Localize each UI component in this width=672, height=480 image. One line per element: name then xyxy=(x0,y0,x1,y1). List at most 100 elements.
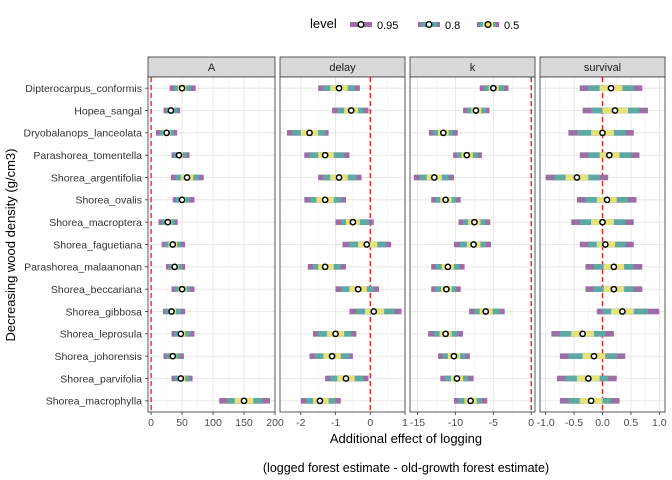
panel-border xyxy=(409,76,536,413)
median-point xyxy=(328,352,336,360)
median-point xyxy=(335,84,343,92)
median-point xyxy=(470,241,477,248)
legend-key-point xyxy=(357,21,365,28)
interval-Dipterocarpus_conformis xyxy=(169,84,196,92)
median-point xyxy=(178,196,186,204)
median-point xyxy=(177,330,185,338)
y-tick-label: Shorea_gibbosa xyxy=(66,306,143,318)
interval-Dipterocarpus_conformis xyxy=(579,84,643,92)
interval-Shorea_beccariana xyxy=(431,285,461,293)
x-axis-title: Additional effect of logging xyxy=(330,431,482,446)
interval-Shorea_macroptera xyxy=(158,218,178,226)
interval-Shorea_ovalis xyxy=(172,196,195,204)
median-point xyxy=(430,174,438,181)
y-axis-title: Decreasing wood density (g/cm3) xyxy=(3,149,18,342)
x-tick-label: 100 xyxy=(204,417,222,429)
median-point xyxy=(347,107,355,114)
interval-Shorea_argentifolia xyxy=(413,174,454,181)
median-point xyxy=(171,263,178,271)
interval-Shorea_beccariana xyxy=(171,285,195,293)
median-point xyxy=(306,129,313,137)
legend-entry-0.8: 0.8 xyxy=(418,20,460,32)
median-point xyxy=(599,129,606,137)
interval-Hopea_sangal xyxy=(582,107,648,114)
y-tick-label: Parashorea_malaanonan xyxy=(24,262,142,274)
interval-Shorea_leprosula xyxy=(171,330,195,338)
interval-Shorea_gibbosa xyxy=(469,308,505,315)
interval-Parashorea_malaanonan xyxy=(165,263,186,271)
panel-k: k -15 -10 -5 0 xyxy=(409,56,536,429)
y-tick-label: Shorea_ovalis xyxy=(75,195,142,207)
interval-Shorea_argentifolia xyxy=(545,174,609,181)
median-point xyxy=(163,129,170,137)
y-tick-label: Dryobalanops_lanceolata xyxy=(24,128,143,140)
median-point xyxy=(443,285,450,293)
median-point xyxy=(321,151,329,159)
interval-Shorea_johorensis xyxy=(309,352,353,360)
y-tick-label: Shorea_leprosula xyxy=(60,329,142,341)
median-point xyxy=(472,107,480,114)
median-point xyxy=(354,285,362,293)
median-point xyxy=(316,397,324,405)
median-point xyxy=(601,241,609,248)
x-tick-label: 200 xyxy=(266,417,284,429)
facet-strip-label: delay xyxy=(329,62,356,74)
y-tick-label: Shorea_argentifolia xyxy=(51,172,142,184)
interval-Shorea_johorensis xyxy=(559,352,626,360)
x-tick-label: 0 xyxy=(148,417,154,429)
interval-Shorea_beccariana xyxy=(335,285,379,293)
median-point xyxy=(619,308,626,315)
median-point xyxy=(607,84,615,92)
median-point xyxy=(178,285,186,293)
interval-Dryobalanops_lanceolata xyxy=(286,129,329,137)
median-point xyxy=(167,107,175,114)
median-point xyxy=(453,375,461,382)
interval-Shorea_macrophylla xyxy=(559,397,620,405)
interval-Shorea_macroptera xyxy=(458,218,491,226)
interval-Parashorea_malaanonan xyxy=(307,263,346,271)
y-tick-label: Shorea_faguetiana xyxy=(53,239,142,251)
median-point xyxy=(450,352,458,360)
y-tick-label: Dipterocarpus_conformis xyxy=(25,83,142,95)
legend: level 0.95 0.8 0.5 xyxy=(310,16,519,32)
interval-Shorea_argentifolia xyxy=(318,174,362,181)
median-point xyxy=(463,151,471,159)
facet-strip-label: survival xyxy=(584,62,621,74)
interval-Shorea_faguetiana xyxy=(579,241,634,248)
median-point xyxy=(603,196,611,204)
median-point xyxy=(370,308,378,315)
interval-Parashorea_malaanonan xyxy=(431,263,465,271)
legend-label: 0.8 xyxy=(445,20,460,32)
median-point xyxy=(467,397,474,405)
interval-Dryobalanops_lanceolata xyxy=(156,129,178,137)
interval-Dryobalanops_lanceolata xyxy=(568,129,634,137)
median-point xyxy=(482,308,490,315)
y-tick-label: Hopea_sangal xyxy=(74,105,142,117)
interval-Hopea_sangal xyxy=(463,107,490,114)
x-tick-label: 150 xyxy=(235,417,253,429)
interval-Parashorea_tomentella xyxy=(304,151,350,159)
x-tick-label: 0.5 xyxy=(624,417,639,429)
median-point xyxy=(342,375,350,382)
interval-Shorea_macrophylla xyxy=(453,397,488,405)
interval-Shorea_argentifolia xyxy=(170,174,204,181)
interval-Dipterocarpus_conformis xyxy=(479,84,509,92)
median-point xyxy=(183,174,191,181)
median-point xyxy=(579,330,586,338)
median-point xyxy=(471,218,478,226)
interval-Shorea_ovalis xyxy=(304,196,346,204)
median-point xyxy=(164,218,172,226)
interval-Shorea_macrophylla xyxy=(300,397,341,405)
x-tick-label: -2 xyxy=(296,417,305,429)
interval-Shorea_beccariana xyxy=(585,285,643,293)
median-point xyxy=(168,308,175,315)
panel-survival: survival -1.0 -0.5 0.0 0.5 1.0 xyxy=(537,56,667,429)
median-point xyxy=(332,330,339,338)
median-point xyxy=(169,352,177,360)
legend-entry-0.95: 0.95 xyxy=(350,20,398,32)
interval-Shorea_gibbosa xyxy=(162,308,186,315)
x-tick-label: 0.0 xyxy=(595,417,610,429)
x-tick-label: -1.0 xyxy=(537,417,555,429)
legend-key-point xyxy=(425,21,433,28)
interval-Shorea_gibbosa xyxy=(349,308,402,315)
